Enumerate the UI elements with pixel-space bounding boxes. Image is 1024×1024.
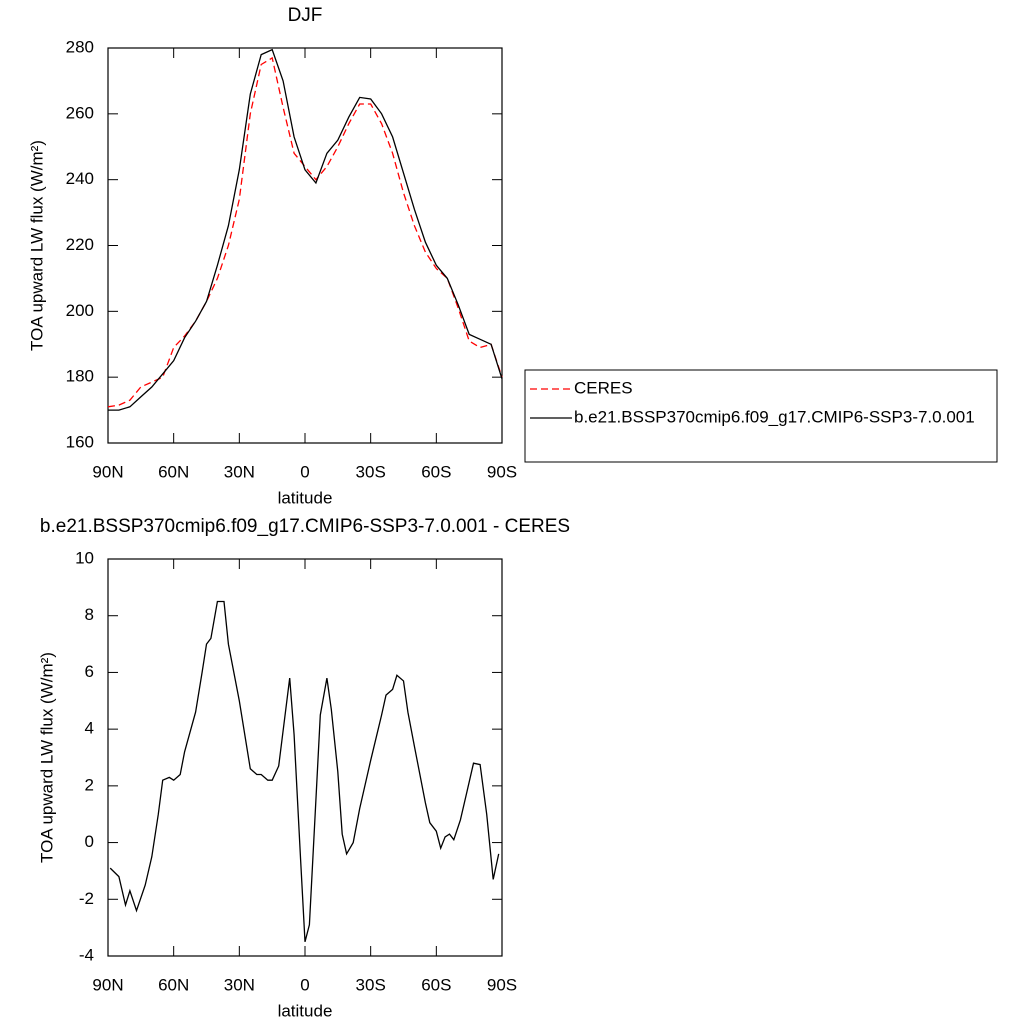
y-tick-label: 2 <box>85 775 94 794</box>
y-tick-label: 280 <box>66 37 94 56</box>
x-tick-label: 60S <box>421 975 451 994</box>
plot-frame <box>107 47 503 444</box>
y-tick-label: 180 <box>66 367 94 386</box>
y-axis-label: TOA upward LW flux (W/m²) <box>37 652 56 863</box>
legend-label: CERES <box>574 378 633 397</box>
x-tick-label: 30N <box>224 975 255 994</box>
y-tick-label: -2 <box>79 889 94 908</box>
chart-title: DJF <box>288 5 323 26</box>
y-tick-label: 200 <box>66 301 94 320</box>
y-tick-label: 160 <box>66 432 94 451</box>
y-axis-label: TOA upward LW flux (W/m²) <box>27 140 46 351</box>
data-line <box>109 600 500 942</box>
data-line <box>108 48 503 411</box>
x-tick-label: 60S <box>421 462 451 481</box>
y-tick-label: 6 <box>85 662 94 681</box>
x-tick-label: 0 <box>300 462 309 481</box>
x-tick-label: 60N <box>158 975 189 994</box>
x-tick-label: 90S <box>487 462 517 481</box>
data-line <box>107 56 503 408</box>
x-axis-label: latitude <box>278 1001 333 1020</box>
y-tick-label: -4 <box>79 945 94 964</box>
y-tick-label: 260 <box>66 103 94 122</box>
y-tick-label: 240 <box>66 169 94 188</box>
x-tick-label: 90N <box>92 462 123 481</box>
x-tick-label: 0 <box>300 975 309 994</box>
x-tick-label: 30S <box>356 462 386 481</box>
x-axis-label: latitude <box>278 488 333 507</box>
y-tick-label: 8 <box>85 605 94 624</box>
plot-frame <box>107 558 503 957</box>
legend-label: b.e21.BSSP370cmip6.f09_g17.CMIP6-SSP3-7.… <box>574 407 975 426</box>
x-tick-label: 30S <box>356 975 386 994</box>
y-tick-label: 0 <box>85 832 94 851</box>
x-tick-label: 90S <box>487 975 517 994</box>
x-tick-label: 60N <box>158 462 189 481</box>
y-tick-label: 4 <box>85 719 94 738</box>
x-tick-label: 90N <box>92 975 123 994</box>
x-tick-label: 30N <box>224 462 255 481</box>
y-tick-label: 10 <box>75 548 94 567</box>
legend-box <box>524 369 998 463</box>
chart-title: b.e21.BSSP370cmip6.f09_g17.CMIP6-SSP3-7.… <box>40 516 570 537</box>
y-tick-label: 220 <box>66 235 94 254</box>
